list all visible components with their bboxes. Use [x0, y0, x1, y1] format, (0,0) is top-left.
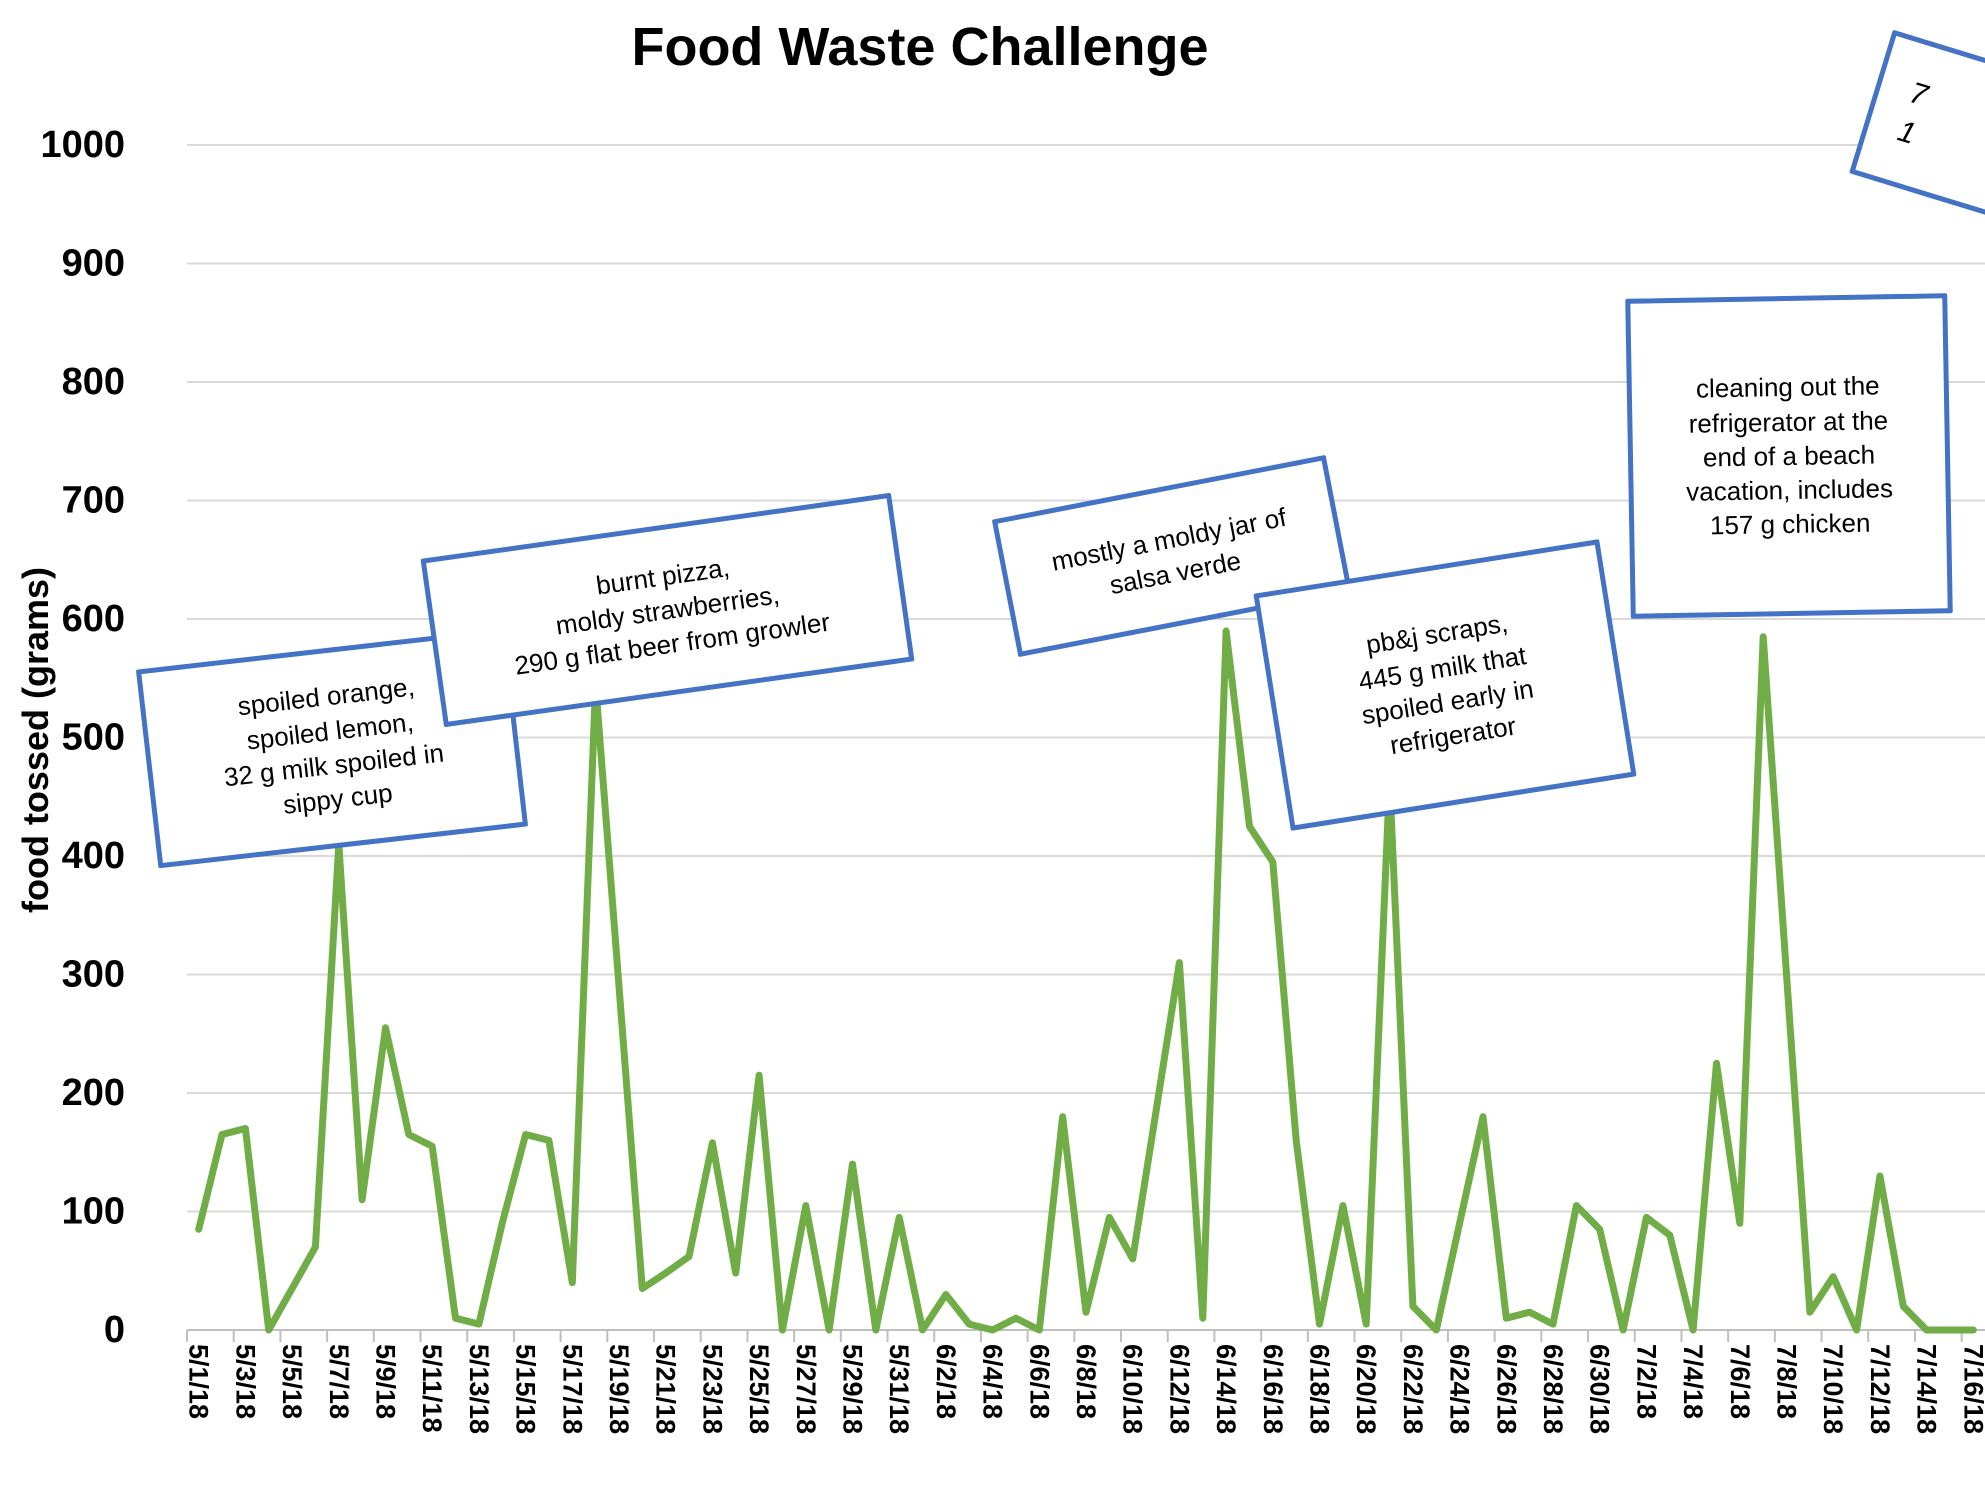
x-tick-label: 5/9/18	[370, 1344, 400, 1419]
x-tick-label: 7/16/18	[1958, 1344, 1985, 1434]
x-tick-label: 6/30/18	[1585, 1344, 1615, 1434]
x-tick-label: 7/6/18	[1725, 1344, 1755, 1419]
x-tick-label: 6/24/18	[1445, 1344, 1475, 1434]
x-tick-label: 5/3/18	[230, 1344, 260, 1419]
y-tick-label: 800	[62, 361, 125, 403]
x-tick-label: 5/11/18	[417, 1344, 447, 1433]
x-tick-label: 5/29/18	[837, 1344, 867, 1434]
x-tick-label: 5/1/18	[184, 1344, 214, 1419]
x-tick-label: 6/6/18	[1024, 1344, 1054, 1419]
y-tick-label: 300	[62, 954, 125, 996]
x-axis	[186, 1329, 1985, 1342]
x-tick-label: 5/7/18	[324, 1344, 354, 1419]
x-tick-label: 7/8/18	[1772, 1344, 1802, 1419]
x-tick-label: 6/26/18	[1491, 1344, 1521, 1434]
x-tick-label: 5/21/18	[651, 1344, 681, 1434]
x-tick-label: 5/19/18	[604, 1344, 634, 1434]
x-tick-label: 5/25/18	[744, 1344, 774, 1434]
x-tick-label: 6/16/18	[1258, 1344, 1288, 1434]
y-tick-label: 200	[62, 1072, 125, 1114]
x-tick-label: 7/10/18	[1818, 1344, 1848, 1434]
y-tick-label: 600	[62, 598, 125, 640]
x-tick-label: 5/23/18	[697, 1344, 727, 1434]
x-axis-labels: 5/1/18 5/3/18 5/5/18 5/7/18 5/9/18 5/11/18 5/1…	[184, 1344, 1985, 1434]
x-tick-label: 7/2/18	[1631, 1344, 1661, 1419]
chart-title: Food Waste Challenge	[631, 17, 1209, 77]
x-tick-label: 7/14/18	[1912, 1344, 1942, 1434]
y-tick-label: 700	[62, 480, 125, 522]
x-tick-label: 5/15/18	[511, 1344, 541, 1434]
x-tick-label: 6/8/18	[1071, 1344, 1101, 1419]
data-line	[195, 627, 1977, 1334]
y-tick-label: 0	[104, 1309, 125, 1351]
x-tick-label: 6/18/18	[1305, 1344, 1335, 1434]
x-tick-label: 6/28/18	[1538, 1344, 1568, 1434]
y-tick-label: 900	[62, 243, 125, 285]
x-tick-label: 7/12/18	[1865, 1344, 1895, 1434]
x-tick-label: 6/12/18	[1164, 1344, 1194, 1434]
x-tick-label: 7/4/18	[1678, 1344, 1708, 1419]
y-tick-label: 100	[62, 1191, 125, 1233]
callout-fridge-cleanout: cleaning out the refrigerator at the end…	[1625, 293, 1953, 619]
x-tick-label: 5/27/18	[791, 1344, 821, 1434]
x-tick-label: 6/4/18	[978, 1344, 1008, 1419]
x-tick-label: 5/13/18	[464, 1344, 494, 1434]
x-tick-label: 6/10/18	[1118, 1344, 1148, 1434]
x-tick-label: 5/5/18	[277, 1344, 307, 1419]
x-tick-label: 5/17/18	[557, 1344, 587, 1434]
y-tick-label: 400	[62, 835, 125, 877]
y-tick-label: 1000	[40, 124, 125, 166]
x-tick-label: 6/2/18	[931, 1344, 961, 1419]
y-axis-labels: 0 100 200 300 400 500 600 700 800 900 1000	[40, 124, 125, 1351]
y-tick-label: 500	[62, 717, 125, 759]
x-tick-label: 6/22/18	[1398, 1344, 1428, 1434]
x-tick-label: 6/14/18	[1211, 1344, 1241, 1434]
x-tick-label: 6/20/18	[1351, 1344, 1381, 1434]
x-tick-label: 5/31/18	[884, 1344, 914, 1434]
y-axis-title: food tossed (grams)	[15, 566, 56, 914]
